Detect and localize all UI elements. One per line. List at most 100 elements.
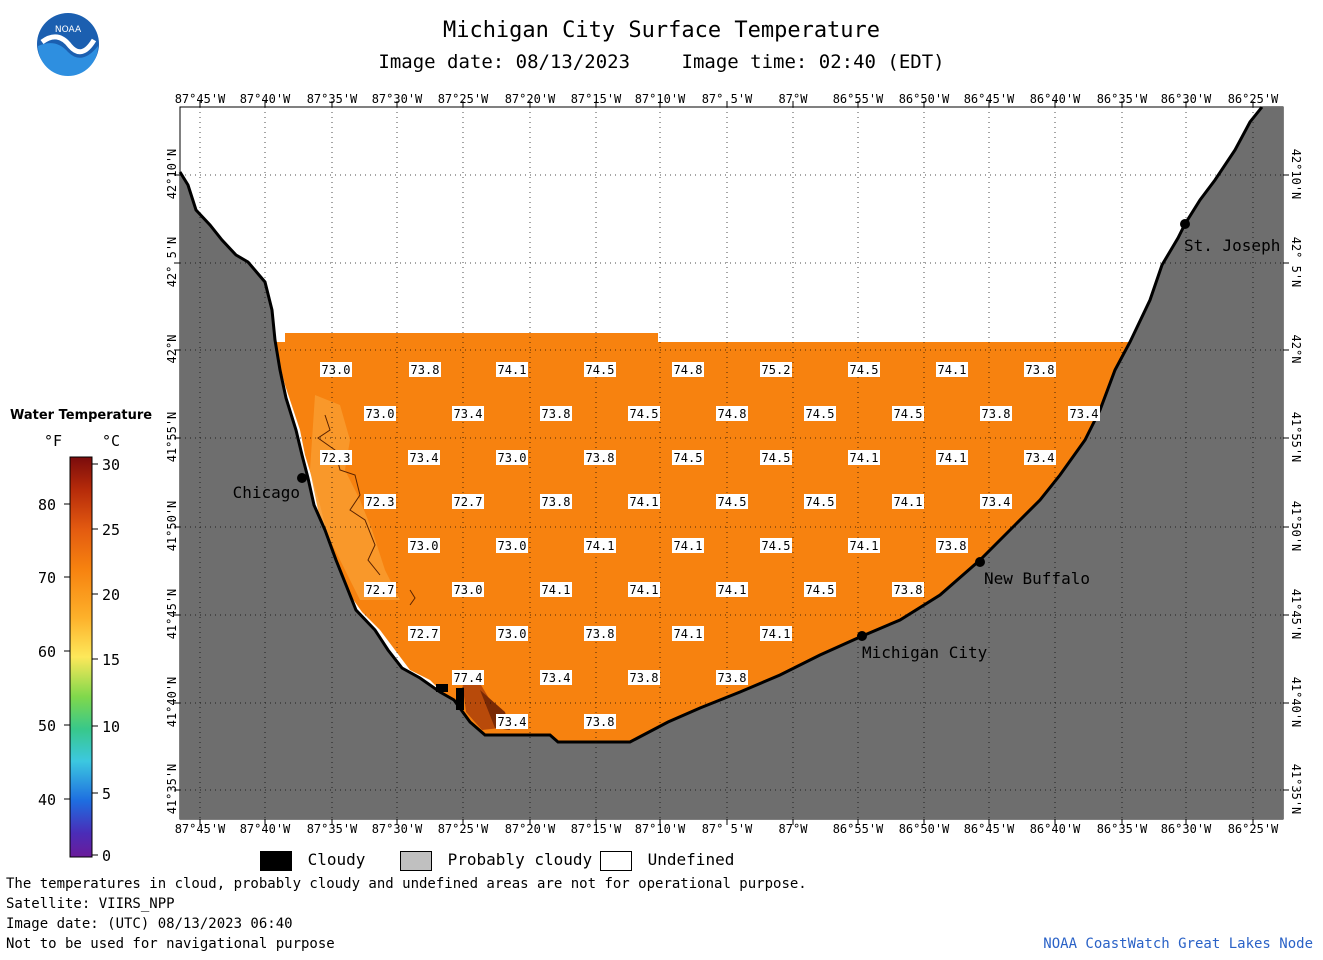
temperature-label: 73.0 [320, 362, 352, 377]
latitude-label: 42° 5'N [165, 236, 179, 288]
longitude-label: 87°10'W [634, 92, 686, 106]
svg-text:74.5: 74.5 [762, 451, 791, 465]
temperature-label: 74.1 [716, 582, 748, 597]
temperature-label: 73.4 [408, 450, 440, 465]
svg-text:72.7: 72.7 [366, 583, 395, 597]
probably-cloudy-swatch [400, 850, 432, 871]
temperature-label: 74.8 [716, 406, 748, 421]
svg-text:74.1: 74.1 [630, 583, 659, 597]
longitude-label: 87°20'W [504, 822, 556, 836]
temperature-label: 74.5 [804, 494, 836, 509]
city-marker [297, 473, 307, 483]
svg-text:72.3: 72.3 [322, 451, 351, 465]
unit-fahrenheit: °F [44, 432, 63, 450]
svg-text:73.8: 73.8 [1026, 363, 1055, 377]
temperature-label: 73.4 [980, 494, 1012, 509]
colorbar-title: Water Temperature [10, 408, 153, 423]
temperature-label: 73.8 [716, 670, 748, 685]
temperature-label: 73.0 [496, 626, 528, 641]
temperature-label: 72.3 [320, 450, 352, 465]
longitude-label: 87° 5'W [701, 92, 753, 106]
longitude-label: 86°55'W [832, 822, 884, 836]
longitude-label: 87°W [778, 822, 808, 836]
temperature-label: 74.1 [672, 626, 704, 641]
colorbar [64, 456, 98, 858]
temperature-label: 73.0 [496, 538, 528, 553]
longitude-label: 87°25'W [437, 92, 489, 106]
svg-text:74.1: 74.1 [938, 363, 967, 377]
temperature-label: 73.8 [584, 714, 616, 729]
latitude-label: 41°50'N [165, 500, 179, 552]
svg-text:75.2: 75.2 [762, 363, 791, 377]
navigation-warning: Not to be used for navigational purpose [6, 936, 335, 952]
svg-text:73.0: 73.0 [322, 363, 351, 377]
svg-text:74.1: 74.1 [630, 495, 659, 509]
svg-text:74.1: 74.1 [762, 627, 791, 641]
svg-text:73.8: 73.8 [542, 407, 571, 421]
latitude-label: 41°45'N [165, 588, 179, 640]
svg-text:74.1: 74.1 [894, 495, 923, 509]
svg-text:73.8: 73.8 [586, 627, 615, 641]
temperature-label: 73.4 [540, 670, 572, 685]
temperature-label: 74.5 [892, 406, 924, 421]
svg-text:74.5: 74.5 [806, 407, 835, 421]
longitude-label: 87°35'W [306, 92, 358, 106]
temperature-label: 74.1 [760, 626, 792, 641]
latitude-label: 42°10'N [1289, 148, 1303, 200]
svg-text:73.8: 73.8 [718, 671, 747, 685]
latitude-label: 42°N [165, 334, 179, 364]
celsius-tick: 25 [102, 521, 121, 539]
temperature-label: 74.5 [804, 582, 836, 597]
temperature-label: 72.3 [364, 494, 396, 509]
legend-cloudy: Cloudy [260, 850, 365, 871]
temperature-label: 74.5 [804, 406, 836, 421]
svg-text:73.0: 73.0 [498, 539, 527, 553]
latitude-label: 41°35'N [1289, 763, 1303, 815]
svg-text:72.3: 72.3 [366, 495, 395, 509]
land-area [180, 107, 1283, 819]
svg-text:NOAA: NOAA [55, 25, 82, 35]
celsius-tick: 20 [102, 586, 121, 604]
longitude-label: 86°35'W [1096, 92, 1148, 106]
longitude-label: 87°40'W [239, 822, 291, 836]
temperature-label: 74.1 [584, 538, 616, 553]
temperature-label: 74.1 [496, 362, 528, 377]
temperature-label: 73.4 [496, 714, 528, 729]
temperature-label: 73.0 [496, 450, 528, 465]
longitude-label: 87°10'W [634, 822, 686, 836]
legend-probably-cloudy: Probably cloudy [400, 850, 592, 871]
latitude-label: 41°55'N [1289, 411, 1303, 463]
svg-text:73.8: 73.8 [630, 671, 659, 685]
svg-text:73.0: 73.0 [498, 627, 527, 641]
svg-text:73.8: 73.8 [411, 363, 440, 377]
longitude-label: 86°25'W [1227, 822, 1279, 836]
svg-text:77.4: 77.4 [454, 671, 483, 685]
longitude-label: 87°15'W [570, 92, 622, 106]
longitude-label: 86°30'W [1160, 822, 1212, 836]
longitude-label: 86°45'W [963, 822, 1015, 836]
temperature-label: 73.0 [452, 582, 484, 597]
temperature-label: 73.0 [408, 538, 440, 553]
map-title: Michigan City Surface Temperature [442, 18, 881, 43]
svg-text:73.8: 73.8 [586, 715, 615, 729]
longitude-label: 86°50'W [898, 822, 950, 836]
svg-text:73.0: 73.0 [410, 539, 439, 553]
credit-text: NOAA CoastWatch Great Lakes Node [1043, 936, 1313, 952]
svg-text:73.8: 73.8 [586, 451, 615, 465]
svg-text:74.1: 74.1 [498, 363, 527, 377]
image-date-time: Image date: 08/13/2023 Image time: 02:40… [0, 51, 1323, 73]
temperature-label: 73.8 [540, 406, 572, 421]
svg-text:74.1: 74.1 [674, 627, 703, 641]
svg-text:73.4: 73.4 [498, 715, 527, 729]
longitude-label: 87°30'W [371, 822, 423, 836]
temperature-label: 73.8 [409, 362, 441, 377]
temperature-label: 74.1 [848, 450, 880, 465]
svg-text:74.5: 74.5 [806, 583, 835, 597]
temperature-label: 72.7 [408, 626, 440, 641]
temperature-label: 73.8 [628, 670, 660, 685]
svg-text:74.5: 74.5 [586, 363, 615, 377]
temperature-label: 74.1 [892, 494, 924, 509]
temperature-label: 74.5 [848, 362, 880, 377]
latitude-label: 41°50'N [1289, 500, 1303, 552]
svg-text:74.1: 74.1 [586, 539, 615, 553]
